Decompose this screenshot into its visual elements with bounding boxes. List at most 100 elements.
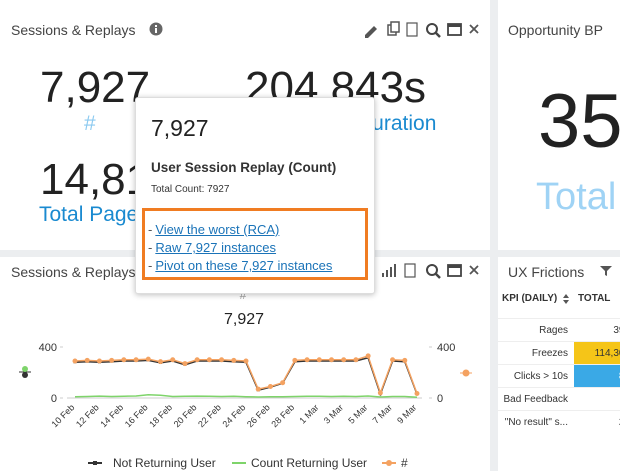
y2-axis-marker [460,369,472,377]
tooltip: 7,927 User Session Replay (Count) Total … [135,97,375,294]
point [267,384,273,390]
point [304,357,310,363]
point [72,358,78,364]
link[interactable]: View the worst (RCA) [155,222,280,237]
tooltip-value: 7,927 [151,115,209,141]
link[interactable]: Raw 7,927 instances [155,240,277,255]
point [145,356,151,362]
point [158,359,163,365]
point [353,357,359,363]
panel-toolbar[interactable] [362,21,486,39]
point [219,357,225,363]
x-tick-label: 16 Feb [123,402,150,429]
metric-label: Total [536,176,617,218]
point [109,357,115,363]
row-value: 84 [574,365,620,388]
x-tick-label: 7 Mar [371,402,394,425]
link-prefix: - [148,240,153,255]
row-label: Rages [539,325,568,336]
x-tick-label: 18 Feb [147,402,174,429]
row-value: 395 [613,325,620,336]
point [170,357,176,363]
row-value: 24 [574,411,620,434]
metric-value: 14,81 [40,155,151,204]
link[interactable]: Pivot on these 7,927 instances [155,258,333,273]
y2-tick-label: 400 [437,342,455,354]
point [292,357,298,363]
link-row: - Pivot on these 7,927 instances [148,258,332,273]
table-row: "No result" s... 24 [498,410,620,434]
column-header[interactable]: KPI (DAILY) [502,293,558,304]
point [96,358,102,364]
legend-marker [93,461,97,465]
point [194,357,200,363]
panel-toolbar[interactable] [380,262,486,280]
panel-title: Opportunity BP [508,22,603,38]
point [84,357,90,363]
x-tick-label: 9 Mar [395,402,418,425]
metric-label: # [84,112,96,135]
y-tick-label: 400 [39,342,57,354]
point [390,357,396,363]
point [231,357,237,363]
point [206,357,212,363]
point [255,386,261,392]
legend-label: Count Returning User [251,456,367,470]
legend-label: Not Returning User [113,456,216,470]
point [121,357,127,363]
info-icon[interactable] [148,21,164,37]
point [316,357,322,363]
point [402,357,408,363]
row-label: Freezes [531,348,568,359]
panel-title: UX Frictions [508,264,585,280]
y-tick-label: 0 [51,393,57,405]
link-row: - View the worst (RCA) [148,222,279,237]
chart-title: # [240,288,247,302]
x-tick-label: 14 Feb [98,402,125,429]
x-tick-label: 5 Mar [346,402,369,425]
x-tick-label: 22 Feb [196,402,223,429]
tooltip-title: User Session Replay (Count) [151,160,337,175]
y2-tick-label: 0 [437,393,443,405]
x-tick-label: 12 Feb [74,402,101,429]
x-tick-label: 10 Feb [50,402,77,429]
point [182,361,188,367]
point [414,391,420,397]
row-label: "No result" s... [504,417,568,428]
row-label: Clicks > 10s [513,371,568,382]
table-row: Freezes 114,308 [498,341,620,365]
x-tick-label: 3 Mar [322,402,345,425]
x-tick-label: 26 Feb [245,402,272,429]
link-prefix: - [148,222,153,237]
panel-title: Sessions & Replays [11,22,136,38]
metric-value: 35 [538,79,620,164]
table-row: Bad Feedback 4 [498,387,620,411]
metric-label: Total Page [39,203,139,226]
row-value: 114,308 [574,342,620,365]
x-tick-label: 20 Feb [172,402,199,429]
point [329,357,334,363]
legend-marker [386,460,392,466]
row-value: 4 [574,388,620,411]
y-axis-marker [19,366,31,378]
point [133,357,139,363]
link-prefix: - [148,258,153,273]
sort-icon[interactable] [562,293,570,305]
metric-value: 7,927 [40,63,151,112]
table-row: Rages 395 [498,318,620,342]
table-row: Clicks > 10s 84 [498,364,620,388]
point [243,358,249,364]
metric-label: Duration [357,112,437,135]
point [377,390,383,396]
filter-icon[interactable] [599,265,613,277]
highlight-box [142,208,368,280]
link-row: - Raw 7,927 instances [148,240,276,255]
chart-subtitle: 7,927 [224,311,264,328]
point [365,353,371,359]
x-tick-label: 1 Mar [297,402,320,425]
tooltip-total: Total Count: 7927 [151,184,230,195]
column-header[interactable]: TOTAL [578,293,611,304]
panel-title: Sessions & Replays [11,264,136,280]
